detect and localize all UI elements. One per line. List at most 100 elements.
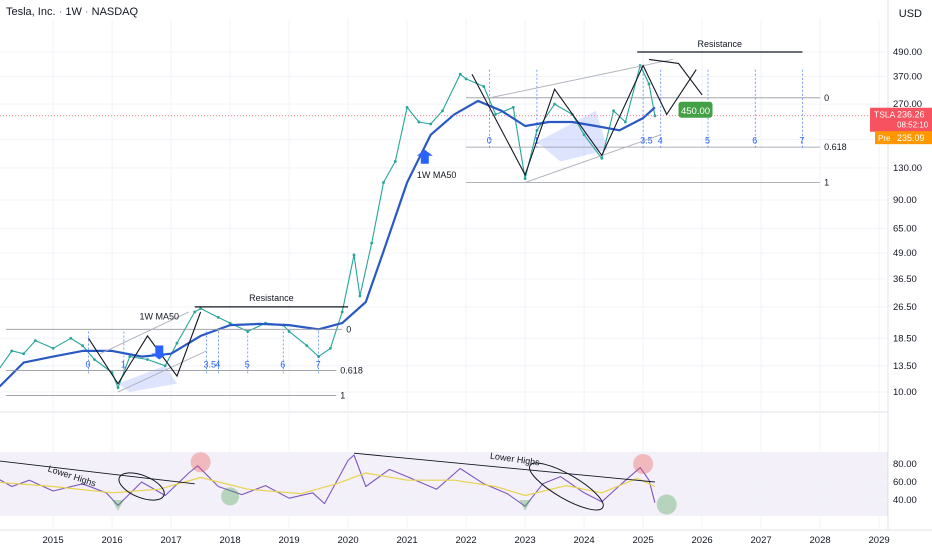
price-tick-label: 49.00 bbox=[893, 248, 917, 259]
price-tick-label: 10.00 bbox=[893, 387, 917, 398]
fib-0618-left-label: 0.618 bbox=[340, 365, 363, 375]
interval[interactable]: 1W bbox=[65, 6, 82, 18]
rsi-tick-label: 60.00 bbox=[893, 477, 917, 488]
fib-ext-2-label: 6 bbox=[752, 135, 757, 145]
zigzag-1 bbox=[88, 311, 202, 385]
rsi-high-marker-1 bbox=[190, 452, 211, 473]
channel-lower-2 bbox=[524, 134, 661, 183]
currency-label[interactable]: USD bbox=[898, 8, 922, 20]
price-tick-label: 13.50 bbox=[893, 361, 917, 372]
price-point bbox=[216, 315, 220, 319]
time-tick-label: 2028 bbox=[810, 535, 831, 546]
price-tick-label: 65.00 bbox=[893, 223, 917, 234]
price-point bbox=[393, 160, 397, 163]
price-point bbox=[352, 253, 356, 257]
price-point bbox=[340, 310, 344, 314]
last-price-symbol: TSLA bbox=[874, 110, 896, 120]
fib-ext-1-label: 6 bbox=[280, 360, 285, 370]
time-tick-label: 2026 bbox=[692, 535, 713, 546]
price-tick-label: 26.50 bbox=[893, 302, 917, 313]
price-tick-label: 370.00 bbox=[893, 72, 922, 83]
fib-ext-2-label: 0 bbox=[487, 135, 492, 145]
target-badge bbox=[678, 101, 713, 118]
price-point bbox=[624, 120, 627, 124]
time-tick-label: 2029 bbox=[869, 535, 890, 546]
price-point bbox=[193, 310, 197, 314]
price-tick-label: 90.00 bbox=[893, 195, 917, 206]
target-value: 450.00 bbox=[681, 106, 710, 117]
series-line-rsi bbox=[0, 454, 656, 507]
rsi-ellipse-2 bbox=[529, 462, 604, 511]
time-tick-label: 2025 bbox=[633, 535, 654, 546]
price-point bbox=[405, 105, 409, 109]
channel-upper-2 bbox=[489, 58, 673, 99]
price-point bbox=[22, 352, 25, 356]
rsi-low-marker-2 bbox=[656, 494, 677, 515]
price-point bbox=[228, 321, 232, 325]
last-price-tag bbox=[870, 107, 932, 132]
price-point bbox=[51, 346, 55, 350]
rsi-trendline-1 bbox=[0, 460, 195, 485]
rsi-band bbox=[0, 452, 888, 516]
rsi-trendline-2 bbox=[353, 452, 655, 483]
price-point bbox=[494, 112, 497, 116]
fib-ext-2-label: 7 bbox=[799, 135, 804, 145]
fib-ext-1-label: 0 bbox=[86, 360, 91, 370]
last-price-countdown: 08:52:10 bbox=[897, 121, 929, 130]
price-point bbox=[81, 344, 84, 348]
price-point bbox=[10, 349, 14, 353]
fib-ext-2-label: 5 bbox=[705, 135, 710, 145]
ma-label-2: 1W MA50 bbox=[417, 170, 457, 180]
price-point bbox=[441, 109, 444, 113]
price-axis[interactable]: 490.00370.00270.00180.00130.0090.0065.00… bbox=[893, 47, 922, 506]
fib-ext-1-label: 7 bbox=[316, 360, 321, 370]
price-point bbox=[417, 120, 421, 124]
price-point bbox=[287, 330, 291, 333]
time-tick-label: 2018 bbox=[220, 535, 241, 546]
series-line-tsla bbox=[0, 64, 656, 389]
fib-1-left-label: 1 bbox=[340, 391, 345, 401]
time-tick-label: 2024 bbox=[574, 535, 595, 546]
fib-0-left-label: 0 bbox=[346, 324, 351, 334]
time-axis[interactable]: 2015 2016 2017 2018 2019 2020 2021 2022 2023 2024… bbox=[43, 535, 890, 546]
exchange: NASDAQ bbox=[91, 6, 139, 18]
price-point bbox=[93, 358, 96, 361]
time-tick-label: 2021 bbox=[397, 535, 418, 546]
fib-ext-1-label: 5 bbox=[245, 360, 250, 370]
price-point bbox=[523, 177, 527, 181]
price-tick-label: 18.50 bbox=[893, 333, 917, 344]
price-point bbox=[464, 77, 468, 81]
rsi-low-marker-1 bbox=[221, 487, 240, 506]
pattern-shading bbox=[118, 110, 608, 392]
price-point bbox=[305, 344, 309, 348]
time-tick-label: 2027 bbox=[751, 535, 772, 546]
price-point bbox=[175, 341, 179, 345]
ma-arrow-down bbox=[151, 345, 168, 360]
price-point bbox=[128, 355, 132, 358]
price-point bbox=[582, 133, 586, 137]
time-tick-label: 2015 bbox=[43, 535, 64, 546]
rsi-ellipse-1 bbox=[118, 472, 165, 501]
price-tick-label: 130.00 bbox=[893, 163, 922, 174]
rsi-low-spike-1 bbox=[112, 500, 124, 511]
price-point bbox=[382, 181, 385, 184]
fib-ext-2-label: 4 bbox=[658, 135, 663, 145]
ma-arrow-up bbox=[416, 149, 433, 164]
price-point bbox=[482, 85, 486, 88]
time-tick-label: 2019 bbox=[279, 535, 300, 546]
fib-1-right-label: 1 bbox=[824, 178, 829, 188]
rsi-high-marker-2 bbox=[633, 454, 654, 474]
price-point bbox=[199, 307, 203, 310]
channel-lower-1 bbox=[117, 350, 207, 393]
rsi-tick-label: 80.00 bbox=[893, 459, 917, 470]
rsi-tick-label: 40.00 bbox=[893, 495, 917, 506]
price-point bbox=[600, 156, 604, 160]
time-tick-label: 2023 bbox=[515, 535, 536, 546]
time-tick-label: 2020 bbox=[338, 535, 359, 546]
fib-ext-1-label: 1 bbox=[121, 360, 126, 370]
price-tick-label: 490.00 bbox=[893, 47, 922, 58]
price-point bbox=[329, 346, 332, 350]
